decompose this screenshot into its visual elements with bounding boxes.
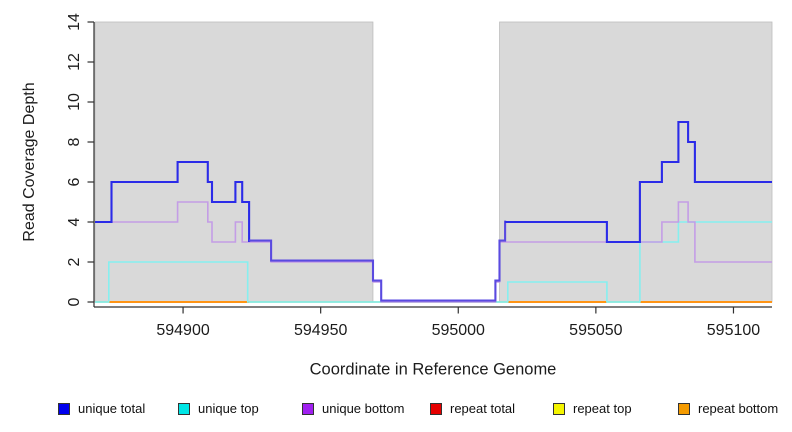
x-axis-label: Coordinate in Reference Genome — [309, 360, 557, 379]
shaded-region — [94, 21, 374, 303]
x-tick-label: 595050 — [569, 322, 622, 339]
x-tick-label: 595100 — [707, 322, 760, 339]
legend-label: repeat bottom — [698, 401, 779, 416]
legend-item-repeat-bottom: repeat bottom — [678, 401, 778, 417]
legend-item-unique-top: unique top — [178, 401, 259, 417]
legend-label: unique bottom — [322, 401, 405, 416]
series-path-unique-total — [505, 120, 772, 244]
plot-area: 0 2 4 6 8 10 12 14 594900 594950 595000 595050 59510… — [66, 13, 773, 339]
legend-label: repeat top — [573, 401, 632, 416]
series-path-unique-top — [95, 221, 772, 303]
legend-item-repeat-total: repeat total — [430, 401, 515, 417]
series-path-unique-bottom — [95, 201, 772, 303]
y-tick-label: 4 — [66, 217, 83, 226]
legend-item-unique-total: unique total — [58, 401, 145, 417]
legend-item-repeat-top: repeat top — [553, 401, 632, 417]
series-path-unique-total — [95, 160, 251, 242]
y-tick-label: 10 — [66, 93, 83, 111]
series-path-unique-total — [249, 220, 507, 302]
legend-label: unique total — [78, 401, 146, 416]
y-axis-label: Read Coverage Depth — [21, 82, 38, 242]
legend-swatch-icon — [430, 403, 442, 415]
x-tick-label: 594900 — [156, 322, 209, 339]
legend-label: repeat total — [450, 401, 516, 416]
y-tick-label: 0 — [66, 297, 83, 306]
y-tick-label: 2 — [66, 257, 83, 266]
legend-swatch-icon — [302, 403, 314, 415]
y-tick-label: 14 — [66, 13, 83, 31]
shaded-region — [499, 21, 773, 303]
y-tick-label: 6 — [66, 177, 83, 186]
legend-label: unique top — [198, 401, 259, 416]
legend-swatch-icon — [58, 403, 70, 415]
y-tick-label: 8 — [66, 137, 83, 146]
x-tick-label: 594950 — [294, 322, 347, 339]
legend-swatch-icon — [553, 403, 565, 415]
x-tick-label: 595000 — [432, 322, 485, 339]
legend-swatch-icon — [178, 403, 190, 415]
y-tick-label: 12 — [66, 53, 83, 71]
legend-swatch-icon — [678, 403, 690, 415]
legend-item-unique-bottom: unique bottom — [302, 401, 404, 417]
